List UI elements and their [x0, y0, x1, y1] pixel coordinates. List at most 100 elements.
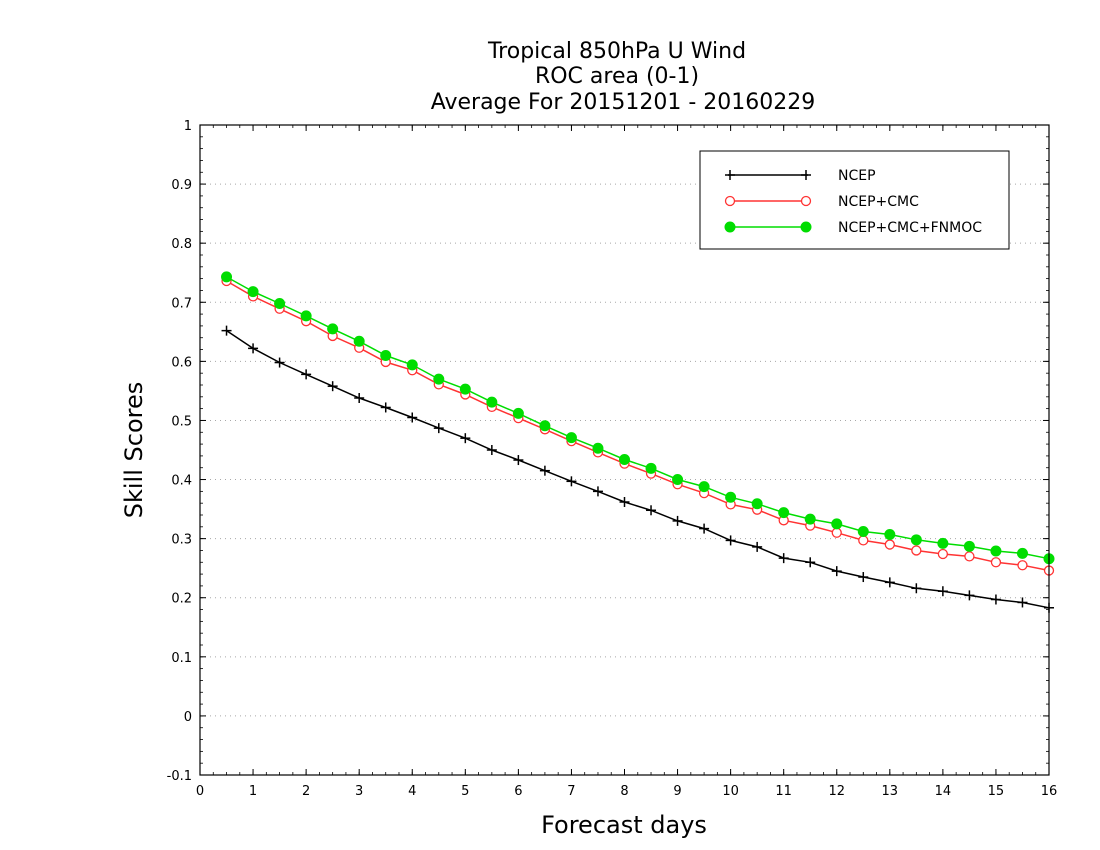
data-point-ncep-cmc-fnmoc [459, 383, 471, 395]
y-tick-label: 0.6 [171, 355, 192, 370]
data-point-ncep [646, 505, 657, 516]
x-tick-label: 4 [408, 784, 416, 799]
data-point-ncep [274, 357, 285, 368]
data-point-ncep-cmc-fnmoc [592, 442, 604, 454]
x-tick-label: 9 [673, 784, 681, 799]
data-point-ncep-cmc-fnmoc [963, 540, 975, 552]
data-point-ncep-cmc-fnmoc [327, 323, 339, 335]
data-point-ncep-cmc-fnmoc [221, 271, 233, 283]
legend-entry-ncep-cmc: NCEP+CMC [724, 194, 919, 210]
data-point-ncep [407, 412, 418, 423]
data-point-ncep-cmc-fnmoc [539, 420, 551, 432]
data-point-ncep [433, 423, 444, 434]
data-point-ncep-cmc-fnmoc [353, 335, 365, 347]
data-point-ncep-cmc-fnmoc [619, 453, 630, 465]
legend-entry-ncep: NCEP [725, 168, 876, 184]
data-point-ncep [354, 393, 365, 403]
data-point-ncep [221, 325, 232, 336]
data-point-ncep [460, 433, 471, 444]
x-tick-label: 7 [567, 784, 575, 799]
data-point-ncep-cmc-fnmoc [725, 491, 737, 503]
series-ncep [221, 325, 1054, 613]
data-point-ncep-cmc [937, 548, 949, 560]
y-tick-label: 0.9 [171, 178, 192, 193]
data-point-ncep [778, 553, 789, 564]
y-tick-label: 0.5 [171, 414, 192, 429]
data-point-ncep [752, 541, 763, 552]
y-tick-label: 0.8 [171, 237, 192, 252]
y-tick-label: 0.1 [171, 651, 192, 666]
legend-label-ncep: NCEP [838, 168, 876, 184]
data-point-ncep [805, 557, 816, 568]
chart-title-line-3: Average For 20151201 - 20160229 [431, 90, 816, 115]
data-point-ncep-cmc [990, 557, 1002, 568]
x-tick-label: 5 [461, 784, 469, 799]
data-point-ncep [858, 572, 869, 583]
data-point-ncep [327, 381, 338, 392]
x-tick-label: 13 [882, 784, 899, 799]
data-point-ncep [831, 566, 842, 577]
x-tick-label: 6 [514, 784, 522, 799]
legend-marker-end-ncep-cmc-fnmoc [800, 221, 812, 233]
data-point-ncep [1017, 597, 1028, 608]
data-point-ncep-cmc [911, 545, 922, 556]
data-point-ncep-cmc-fnmoc [645, 462, 657, 474]
legend-marker-end-ncep [801, 170, 811, 180]
y-tick-label: -0.1 [167, 769, 192, 784]
data-point-ncep-cmc [831, 527, 842, 538]
legend-entry-ncep-cmc-fnmoc: NCEP+CMC+FNMOC [724, 220, 982, 236]
data-point-ncep-cmc-fnmoc [990, 545, 1002, 557]
data-point-ncep [248, 343, 259, 354]
y-tick-label: 0.7 [171, 296, 192, 311]
data-point-ncep [566, 476, 577, 487]
data-point-ncep-cmc-fnmoc [778, 507, 790, 519]
data-point-ncep-cmc-fnmoc [406, 359, 418, 371]
legend-marker-start-ncep-cmc-fnmoc [724, 221, 736, 233]
series-line-ncep [226, 329, 1050, 609]
data-point-ncep-cmc-fnmoc [486, 396, 498, 408]
data-point-ncep [725, 535, 736, 546]
data-point-ncep-cmc-fnmoc [565, 432, 577, 444]
data-point-ncep [539, 465, 550, 476]
data-point-ncep [672, 515, 683, 526]
data-point-ncep-cmc [858, 535, 869, 546]
plot-frame [199, 124, 1050, 776]
data-point-ncep [911, 583, 922, 594]
chart-title-line-2: ROC area (0-1) [535, 64, 699, 89]
data-point-ncep-cmc-fnmoc [698, 481, 710, 493]
data-point-ncep-cmc-fnmoc [910, 534, 922, 546]
data-point-ncep-cmc-fnmoc [512, 407, 524, 419]
x-tick-label: 10 [722, 784, 739, 799]
data-point-ncep [486, 445, 497, 455]
data-point-ncep-cmc-fnmoc [247, 286, 259, 298]
data-point-ncep-cmc [964, 551, 975, 562]
data-point-ncep [619, 497, 630, 507]
data-point-ncep [937, 586, 948, 597]
data-point-ncep-cmc-fnmoc [804, 513, 816, 525]
data-point-ncep [301, 369, 312, 380]
legend: NCEP NCEP+CMC NCEP+CMC+FNMOC [699, 150, 1010, 250]
x-tick-label: 2 [302, 784, 310, 799]
data-point-ncep-cmc-fnmoc [300, 310, 312, 322]
data-point-ncep-cmc-fnmoc [274, 297, 286, 309]
legend-marker-start-ncep [725, 170, 735, 180]
data-point-ncep-cmc-fnmoc [751, 498, 763, 510]
x-axis-label: Forecast days [541, 811, 707, 839]
data-point-ncep-cmc-fnmoc [1016, 547, 1028, 559]
x-tick-label: 1 [249, 784, 257, 799]
legend-label-ncep-cmc-fnmoc: NCEP+CMC+FNMOC [838, 220, 982, 236]
data-point-ncep [884, 577, 895, 588]
legend-box [699, 150, 1010, 250]
data-point-ncep [699, 523, 710, 534]
data-point-ncep [964, 590, 975, 601]
data-point-ncep-cmc-fnmoc [884, 529, 896, 540]
legend-label-ncep-cmc: NCEP+CMC [838, 194, 919, 210]
axis-ticks: -0.100.10.20.30.40.50.60.70.80.910 1 2 3 4 5 6… [167, 119, 1058, 799]
legend-marker-start-ncep-cmc [724, 195, 736, 207]
y-tick-label: 0 [184, 710, 192, 725]
x-tick-label: 3 [355, 784, 363, 799]
y-tick-label: 0.4 [171, 474, 192, 489]
data-point-ncep [513, 455, 524, 466]
x-tick-label: 15 [988, 784, 1005, 799]
